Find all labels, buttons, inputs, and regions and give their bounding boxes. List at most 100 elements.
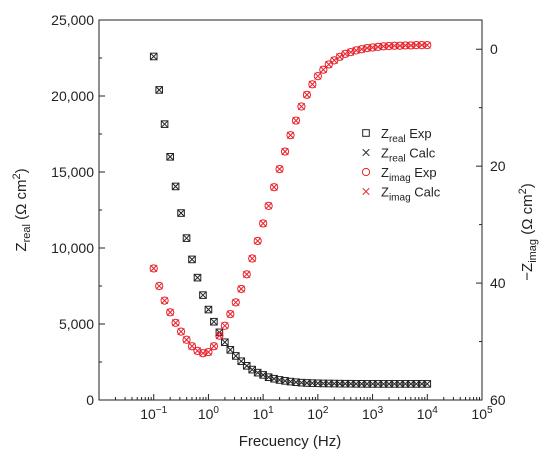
z-imag-calc-point	[155, 282, 163, 290]
z-imag-exp-point	[204, 347, 213, 357]
legend-circle-marker	[361, 167, 371, 177]
x-tick-base: 10	[471, 406, 487, 422]
z-imag-exp-point	[248, 254, 257, 263]
legend-rest: Exp	[411, 165, 437, 180]
z-real-calc-point	[226, 346, 234, 354]
x-tick-exponent: 2	[323, 405, 329, 416]
z-imag-exp-point	[313, 72, 322, 81]
label-unit: (Ω cm	[519, 194, 536, 239]
left-tick-label: 20,000	[51, 88, 94, 104]
x-tick-label: 102	[307, 405, 329, 422]
z-real-exp-point	[319, 379, 328, 388]
z-real-calc-point	[193, 273, 202, 282]
z-imag-calc-point	[166, 308, 174, 316]
z-imag-calc-point	[160, 296, 169, 305]
right-tick-label: 60	[490, 392, 506, 408]
legend-label: Zreal Exp	[381, 126, 432, 145]
z-real-exp-point	[188, 255, 196, 264]
x-tick-base: 10	[140, 406, 156, 422]
z-real-calc-point	[182, 234, 191, 242]
z-real-exp-point	[177, 209, 185, 217]
legend-square-marker	[362, 129, 370, 137]
z-real-exp-point	[423, 380, 432, 388]
x-tick-base: 10	[253, 406, 269, 422]
x-tick-exponent: 0	[213, 405, 219, 416]
z-real-exp-point	[221, 338, 229, 347]
z-real-calc-point	[210, 318, 218, 326]
label-subscript: real	[21, 224, 33, 242]
z-imag-calc-point	[314, 72, 322, 80]
left-tick-label: 0	[86, 392, 94, 408]
legend-subscript: imag	[389, 173, 411, 184]
legend-cross-marker	[362, 187, 370, 196]
label-superscript: 2	[11, 173, 23, 179]
z-imag-exp-point	[308, 80, 317, 89]
z-imag-exp-point	[390, 41, 399, 50]
legend-label: Zimag Calc	[381, 185, 441, 204]
right-tick-label: 0	[490, 41, 498, 57]
left-tick-label: 15,000	[51, 164, 94, 180]
left-tick-label: 5,000	[59, 316, 94, 332]
legend-main: Z	[381, 126, 389, 141]
x-tick-exponent: 5	[487, 405, 493, 416]
x-tick-label: 10−1	[140, 405, 167, 422]
z-imag-exp-point	[384, 41, 394, 51]
legend-rest: Exp	[406, 126, 432, 141]
legend-subscript: real	[389, 154, 406, 165]
z-imag-exp-point	[373, 42, 383, 51]
legend-label: Zreal Calc	[381, 146, 436, 165]
z-real-exp-point	[160, 120, 169, 128]
z-real-exp-point	[297, 378, 306, 387]
z-real-calc-point	[166, 153, 174, 161]
z-imag-calc-point	[221, 322, 229, 330]
z-imag-exp-point	[275, 164, 284, 174]
z-real-exp-point	[390, 380, 399, 388]
z-real-exp-point	[303, 379, 311, 387]
x-tick-label: 103	[362, 405, 384, 422]
z-imag-exp-point	[215, 331, 224, 340]
right-axis-label: −Zimag (Ω cm2)	[517, 183, 539, 280]
x-tick-label: 100	[198, 405, 220, 422]
z-imag-exp-point	[269, 183, 279, 192]
z-imag-exp-point	[176, 327, 186, 336]
x-tick-exponent: −1	[156, 405, 168, 416]
label-main: Z	[13, 242, 30, 251]
z-real-exp-point	[418, 380, 426, 388]
legend-main: Z	[381, 185, 389, 200]
z-real-exp-point	[374, 380, 382, 388]
legend-label: Zimag Exp	[381, 165, 437, 184]
z-real-exp-point	[166, 153, 174, 161]
plot-frame	[98, 19, 483, 401]
axis-label-text: Zreal (Ω cm2)	[11, 168, 33, 251]
z-real-calc-point	[199, 291, 207, 299]
left-axis-label: Zreal (Ω cm2)	[11, 168, 33, 251]
z-imag-calc-point	[297, 102, 306, 111]
label-superscript: 2	[517, 188, 529, 194]
z-imag-exp-point	[187, 342, 197, 351]
z-real-exp-point	[199, 291, 207, 299]
x-tick-exponent: 4	[432, 405, 438, 416]
z-real-calc-point	[188, 255, 196, 264]
z-imag-exp-point	[324, 60, 333, 69]
z-imag-exp-point	[264, 201, 273, 211]
z-imag-exp-point	[220, 321, 229, 330]
x-axis-ticks: 10−1 100 101 102 103 104 105	[114, 394, 493, 422]
x-tick-base: 10	[362, 406, 378, 422]
z-real-exp-point	[352, 380, 360, 388]
z-imag-exp-point	[155, 281, 164, 291]
z-imag-calc-point	[423, 41, 431, 49]
z-real-exp-point	[341, 379, 350, 388]
z-imag-calc-point	[210, 342, 218, 350]
left-axis-ticks: 0 5,000 10,000 15,000 20,000 25,000	[51, 12, 105, 408]
x-tick-base: 10	[417, 406, 433, 422]
z-real-exp-point	[396, 380, 404, 388]
z-imag-exp-point	[171, 318, 180, 327]
legend-rest: Calc	[411, 185, 441, 200]
z-imag-calc-point	[281, 147, 289, 156]
z-real-exp-point	[314, 379, 322, 388]
x-tick-label: 104	[417, 405, 439, 422]
x-tick-label: 101	[253, 405, 275, 422]
legend-main: Z	[381, 146, 389, 161]
